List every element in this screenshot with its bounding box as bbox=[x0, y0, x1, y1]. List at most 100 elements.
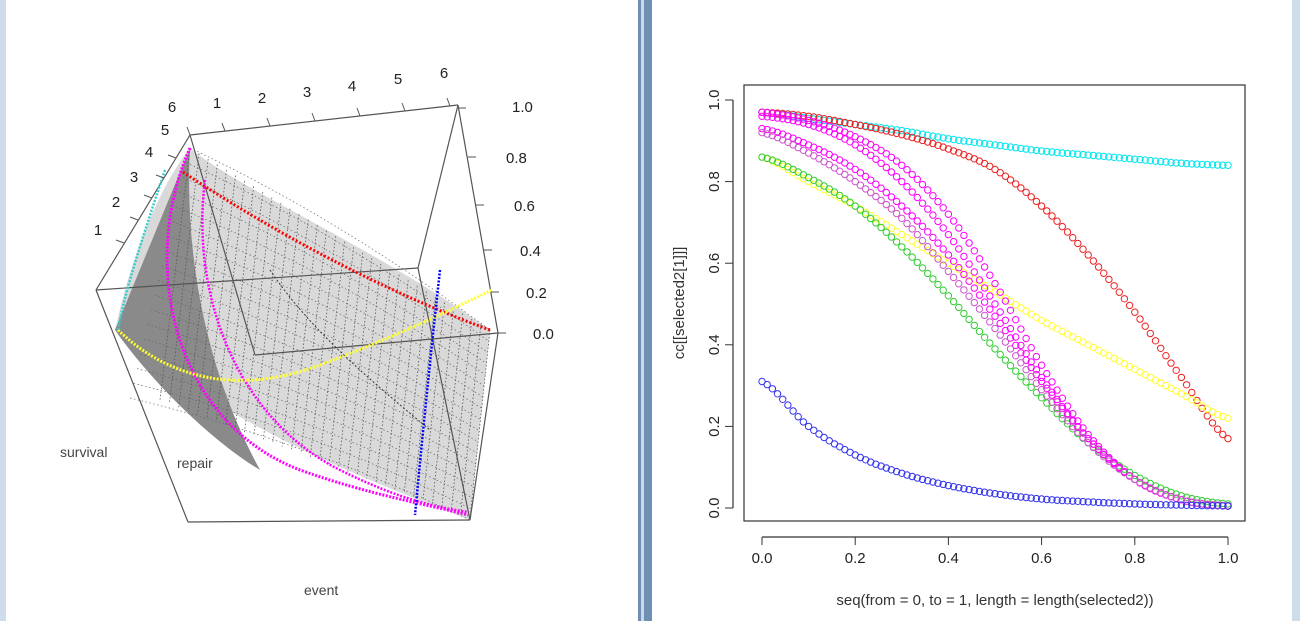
data-point bbox=[867, 214, 875, 223]
data-point bbox=[903, 127, 911, 136]
data-point bbox=[986, 318, 994, 326]
data-point bbox=[1037, 202, 1046, 210]
data-point bbox=[939, 286, 947, 294]
data-point bbox=[1198, 404, 1206, 412]
data-point bbox=[872, 219, 880, 227]
data-point bbox=[1048, 148, 1056, 156]
data-point bbox=[949, 483, 958, 491]
data-point bbox=[872, 180, 880, 188]
data-point bbox=[944, 292, 953, 300]
data-point bbox=[768, 385, 777, 393]
data-point bbox=[1131, 308, 1139, 316]
data-point bbox=[1048, 398, 1056, 406]
data-point bbox=[768, 156, 777, 164]
data-point bbox=[882, 228, 890, 236]
mesh-line bbox=[469, 329, 491, 519]
data-point bbox=[929, 249, 937, 257]
data-point bbox=[1079, 433, 1087, 442]
data-point bbox=[1079, 245, 1087, 253]
data-point bbox=[820, 433, 828, 442]
data-point bbox=[1224, 161, 1232, 170]
data-point bbox=[872, 214, 880, 223]
data-point bbox=[1017, 372, 1025, 381]
data-point bbox=[939, 261, 947, 269]
data-point bbox=[975, 278, 984, 286]
data-point bbox=[913, 193, 921, 202]
mesh-line bbox=[432, 307, 455, 504]
data-point bbox=[1162, 491, 1170, 499]
data-point bbox=[1079, 497, 1087, 506]
data-point bbox=[908, 170, 916, 179]
data-point bbox=[1115, 154, 1124, 162]
data-point bbox=[851, 141, 859, 149]
data-point bbox=[1022, 188, 1030, 197]
mesh-line bbox=[147, 324, 477, 465]
data-point bbox=[1017, 184, 1025, 192]
data-point bbox=[1110, 153, 1118, 162]
data-point bbox=[924, 228, 932, 236]
data-point bbox=[1188, 160, 1196, 168]
data-point bbox=[1089, 498, 1098, 506]
mesh-line bbox=[356, 263, 382, 476]
z-tick-1.0: 1.0 bbox=[512, 99, 533, 116]
data-point bbox=[1177, 501, 1186, 509]
data-point bbox=[861, 122, 870, 131]
data-point bbox=[929, 275, 937, 283]
data-point bbox=[955, 484, 963, 492]
data-point bbox=[996, 350, 1004, 359]
data-point bbox=[763, 109, 771, 117]
data-point bbox=[892, 157, 901, 165]
data-point bbox=[1146, 500, 1155, 509]
data-point bbox=[1001, 326, 1010, 335]
data-point bbox=[1001, 172, 1010, 180]
data-point bbox=[1058, 496, 1067, 505]
data-point bbox=[851, 120, 859, 129]
data-point bbox=[1027, 372, 1035, 381]
data-point bbox=[918, 136, 927, 145]
data-point bbox=[986, 271, 994, 279]
data-point bbox=[991, 300, 999, 308]
data-point bbox=[980, 139, 989, 148]
top-tick-4: 4 bbox=[348, 78, 356, 95]
mesh-line bbox=[136, 368, 473, 498]
data-point bbox=[1032, 146, 1041, 155]
mesh-line bbox=[385, 280, 409, 486]
curve-blue bbox=[413, 269, 442, 516]
curve-cyan bbox=[116, 169, 167, 331]
data-point bbox=[1069, 417, 1077, 425]
x-tick-label: 1.0 bbox=[1218, 550, 1239, 567]
data-point bbox=[955, 303, 963, 312]
data-point bbox=[815, 114, 823, 122]
data-point bbox=[1141, 500, 1149, 508]
panel-divider-highlight bbox=[641, 0, 644, 621]
data-point bbox=[1006, 143, 1015, 151]
data-point bbox=[1219, 430, 1227, 439]
data-point bbox=[1167, 492, 1175, 501]
mesh-line bbox=[234, 192, 264, 429]
data-point bbox=[1110, 499, 1118, 507]
x-tick-label: 0.8 bbox=[1124, 550, 1145, 567]
data-point bbox=[960, 137, 968, 145]
data-point bbox=[856, 169, 865, 177]
data-point bbox=[898, 161, 906, 170]
data-point bbox=[955, 264, 963, 272]
data-point bbox=[1006, 345, 1015, 353]
data-point bbox=[892, 467, 901, 476]
data-point bbox=[949, 273, 958, 282]
data-point bbox=[1167, 158, 1175, 167]
data-point bbox=[1022, 493, 1030, 502]
data-point bbox=[768, 113, 777, 122]
left-tick-4: 4 bbox=[145, 144, 153, 161]
data-point bbox=[1157, 501, 1165, 509]
data-point bbox=[1188, 501, 1196, 510]
data-point bbox=[1017, 493, 1025, 501]
data-point bbox=[1037, 377, 1046, 386]
data-point bbox=[1001, 491, 1010, 499]
top-tick-1: 1 bbox=[213, 95, 221, 112]
data-point bbox=[1012, 144, 1020, 152]
data-point bbox=[1208, 502, 1217, 510]
data-point bbox=[1043, 495, 1051, 504]
data-point bbox=[980, 298, 989, 306]
data-point bbox=[779, 130, 787, 138]
data-point bbox=[877, 462, 885, 470]
